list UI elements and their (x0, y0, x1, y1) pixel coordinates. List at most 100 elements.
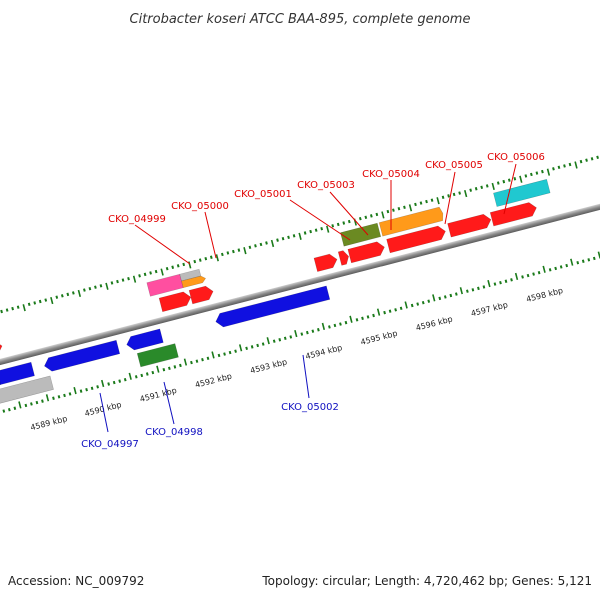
scale-tick-major (321, 322, 326, 330)
gene-feature[interactable] (489, 201, 538, 227)
scale-tick-major (188, 261, 192, 269)
gene-label-cko-05001[interactable]: CKO_05001 (234, 189, 292, 200)
scale-tick-minor (471, 288, 475, 292)
gene-feature[interactable] (347, 240, 386, 264)
scale-tick-major (156, 365, 160, 373)
gene-feature[interactable] (181, 275, 206, 289)
forward-scale-ticks (0, 155, 599, 314)
scale-label-4595: 4595 kbp (360, 329, 399, 347)
scale-tick-minor (496, 181, 500, 185)
scale-tick-minor (110, 281, 114, 285)
gene-feature[interactable] (214, 285, 331, 329)
scale-tick-minor (24, 403, 28, 408)
gene-feature[interactable] (337, 250, 350, 266)
forward-strand-features (0, 179, 551, 360)
scale-tick-minor (30, 402, 33, 406)
gene-label-cko-05006[interactable]: CKO_05006 (487, 152, 545, 163)
scale-tick-minor (333, 323, 337, 328)
scale-tick-minor (287, 235, 290, 239)
gene-feature[interactable] (0, 361, 35, 389)
scale-tick-major (128, 372, 132, 380)
gene-feature[interactable] (188, 285, 215, 305)
scale-tick-minor (403, 205, 406, 210)
scale-tick-major (266, 337, 270, 345)
scale-label-4598: 4598 kbp (525, 286, 564, 304)
gene-label-cko-05000[interactable]: CKO_05000 (171, 201, 229, 212)
scale-tick-minor (237, 248, 241, 252)
scale-tick-major (105, 282, 109, 290)
gene-feature[interactable] (158, 290, 193, 312)
scale-tick-minor (256, 343, 260, 348)
gene-label-cko-05003[interactable]: CKO_05003 (297, 180, 355, 191)
gene-feature[interactable] (136, 343, 179, 368)
scale-tick-minor (121, 278, 125, 282)
scale-tick-minor (364, 215, 368, 219)
scale-tick-minor (44, 298, 48, 302)
scale-tick-major (376, 308, 381, 316)
scale-tick-minor (344, 320, 348, 325)
scale-tick-minor (541, 169, 544, 174)
gene-feature[interactable] (0, 375, 54, 407)
scale-tick-minor (16, 305, 20, 309)
gene-feature[interactable] (386, 225, 448, 254)
scale-tick-minor (162, 368, 166, 372)
gene-label-cko-05002[interactable]: CKO_05002 (281, 402, 339, 413)
scale-tick-minor (107, 382, 111, 386)
gene-feature[interactable] (0, 339, 4, 360)
gene-feature[interactable] (340, 222, 382, 247)
scale-tick-minor (248, 245, 252, 249)
scale-tick-minor (57, 395, 61, 399)
scale-tick-major (298, 232, 302, 240)
scale-tick-minor (320, 227, 324, 231)
scale-tick-minor (458, 191, 461, 195)
scale-tick-minor (0, 309, 3, 314)
scale-tick-minor (72, 291, 75, 295)
scale-tick-minor (563, 164, 566, 168)
scale-tick-minor (209, 255, 213, 259)
gene-feature[interactable] (313, 253, 339, 272)
scale-tick-minor (581, 259, 585, 263)
scale-tick-major (487, 279, 491, 288)
gene-label-cko-05004[interactable]: CKO_05004 (362, 169, 420, 180)
scale-tick-minor (372, 313, 375, 318)
scale-tick-minor (576, 260, 580, 265)
scale-tick-major (464, 189, 468, 198)
scale-tick-minor (83, 288, 86, 292)
gene-label-cko-04998[interactable]: CKO_04998 (145, 427, 203, 438)
scale-tick-minor (524, 174, 528, 178)
scale-tick-minor (206, 356, 210, 361)
scale-tick-minor (27, 302, 31, 307)
gene-label-cko-04997[interactable]: CKO_04997 (81, 439, 139, 450)
scale-tick-minor (7, 407, 11, 412)
gene-label-cko-05005[interactable]: CKO_05005 (425, 160, 483, 171)
reverse-gene-labels: CKO_04997 CKO_04998 CKO_05002 (81, 402, 339, 450)
gene-feature[interactable] (146, 273, 184, 297)
gene-feature[interactable] (447, 213, 493, 238)
scale-tick-major (22, 304, 26, 312)
scale-tick-minor (443, 295, 447, 299)
scale-tick-minor (134, 375, 138, 379)
scale-label-4591: 4591 kbp (139, 386, 178, 404)
scale-tick-minor (358, 217, 362, 221)
scale-tick-minor (568, 162, 572, 167)
scale-tick-minor (559, 265, 563, 269)
gene-feature[interactable] (0, 370, 1, 389)
gene-label-cko-04999[interactable]: CKO_04999 (108, 214, 166, 225)
scale-tick-minor (347, 219, 351, 224)
gene-feature[interactable] (43, 339, 121, 373)
scale-tick-minor (331, 224, 335, 228)
scale-tick-minor (399, 306, 403, 311)
scale-tick-minor (309, 229, 312, 234)
scale-tick-minor (52, 396, 55, 400)
gene-feature[interactable] (125, 328, 164, 352)
scale-tick-minor (276, 238, 279, 242)
scale-tick-minor (168, 366, 171, 370)
scale-tick-minor (259, 242, 263, 247)
scale-tick-minor (226, 251, 230, 255)
scale-tick-minor (510, 278, 513, 282)
scale-tick-major (519, 175, 523, 183)
scale-tick-major (45, 394, 50, 402)
gene-feature[interactable] (378, 206, 444, 237)
scale-tick-minor (11, 306, 14, 311)
gene-feature[interactable] (493, 179, 551, 207)
